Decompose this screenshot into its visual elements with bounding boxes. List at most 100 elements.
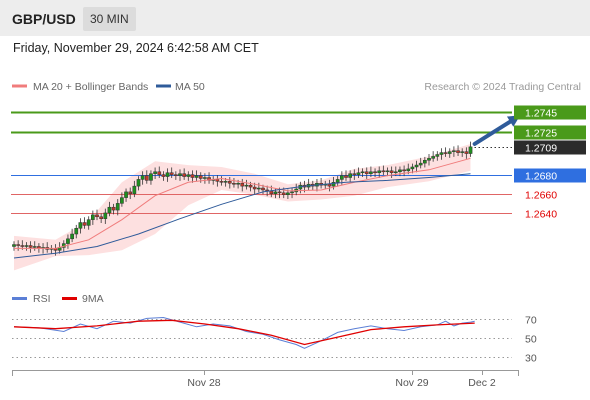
candle — [86, 216, 91, 230]
candle — [344, 170, 348, 181]
candle-body — [161, 174, 166, 177]
candle-body — [385, 170, 390, 173]
candle — [290, 187, 294, 199]
candle — [174, 171, 178, 180]
candle-body — [369, 171, 373, 174]
candle-body — [24, 245, 29, 247]
candle-body — [78, 222, 83, 229]
candle-body — [74, 228, 79, 235]
candle — [169, 167, 174, 178]
candle — [107, 201, 112, 217]
candle-body — [149, 173, 153, 181]
candle-body — [340, 175, 344, 180]
legend-label-rsi: RSI — [33, 293, 51, 305]
candle-body — [373, 171, 377, 174]
bollinger-band-area — [14, 144, 471, 271]
candle-body — [20, 245, 25, 247]
candle-body — [232, 183, 236, 185]
candle-body — [16, 244, 20, 246]
level-label-1.2725: 1.2725 — [525, 128, 557, 140]
candle — [414, 160, 419, 173]
candle-body — [128, 191, 133, 195]
candle — [124, 188, 128, 202]
candle — [178, 169, 182, 181]
x-tick-label: Dec 2 — [468, 377, 496, 389]
candle — [402, 165, 406, 177]
candle-body — [95, 214, 99, 218]
candle — [227, 177, 232, 189]
timeframe-button[interactable]: 30 MIN — [83, 7, 136, 31]
candle-body — [115, 203, 120, 211]
candle — [190, 170, 195, 183]
legend-label-ma50: MA 50 — [175, 81, 205, 93]
candle-body — [344, 175, 348, 178]
candlesticks — [12, 141, 473, 256]
candle — [348, 170, 352, 182]
candle-body — [427, 158, 431, 161]
candle-body — [423, 160, 427, 164]
candle — [194, 170, 199, 181]
candle-body — [86, 219, 91, 226]
candle-body — [377, 170, 382, 173]
attribution: Research © 2024 Trading Central — [424, 81, 581, 93]
level-label-box-1.2725 — [514, 125, 586, 140]
candle — [385, 167, 390, 177]
candle — [369, 166, 373, 178]
candle-body — [219, 181, 224, 183]
candle-body — [182, 173, 187, 177]
candle-body — [99, 216, 104, 219]
candle-body — [240, 183, 245, 187]
candle-body — [331, 182, 336, 187]
rsi-tick-70: 70 — [525, 315, 537, 327]
candle — [377, 166, 382, 178]
candle-body — [82, 222, 87, 226]
candle — [153, 167, 157, 179]
price-levels — [11, 111, 512, 214]
candle-body — [418, 162, 423, 166]
candle — [389, 166, 394, 178]
candle — [219, 176, 224, 186]
candle — [352, 169, 357, 180]
candle — [95, 209, 99, 221]
candle-body — [215, 179, 220, 182]
candle — [16, 240, 20, 251]
candle-body — [335, 179, 340, 183]
candle-body — [136, 179, 141, 187]
rsi-panel: 70 50 30 — [12, 315, 537, 365]
candle — [257, 182, 261, 193]
candle-body — [439, 152, 444, 155]
candle — [423, 156, 427, 168]
level-label-1.2640: 1.2640 — [525, 209, 557, 221]
candle-body — [257, 187, 261, 190]
ma50-line — [13, 173, 471, 259]
legend-swatch-rsi — [12, 297, 27, 300]
candle — [66, 234, 70, 249]
candle — [99, 213, 104, 224]
candle-body — [452, 150, 456, 152]
candle-body — [456, 150, 460, 153]
candle — [82, 217, 87, 229]
candle — [32, 241, 37, 251]
candle — [111, 203, 116, 215]
candle-body — [352, 173, 357, 175]
candle-body — [153, 171, 157, 174]
candle-body — [223, 181, 228, 183]
candle-body — [144, 175, 149, 181]
level-label-1.2660: 1.2660 — [525, 190, 557, 202]
candle — [165, 168, 170, 182]
candle — [103, 208, 108, 224]
candle-body — [70, 233, 74, 240]
candle — [439, 148, 444, 160]
candle-body — [244, 184, 249, 187]
candle-body — [447, 151, 452, 154]
legend-label-9ma: 9MA — [82, 293, 104, 305]
candle — [443, 147, 448, 157]
date-line: Friday, November 29, 2024 6:42:58 AM CET — [13, 41, 259, 55]
candle — [144, 170, 149, 184]
candle-body — [290, 191, 294, 194]
candle-body — [443, 152, 448, 154]
candle — [91, 210, 95, 225]
candle-body — [402, 169, 406, 172]
legend-label-ma20: MA 20 + Bollinger Bands — [33, 81, 148, 93]
